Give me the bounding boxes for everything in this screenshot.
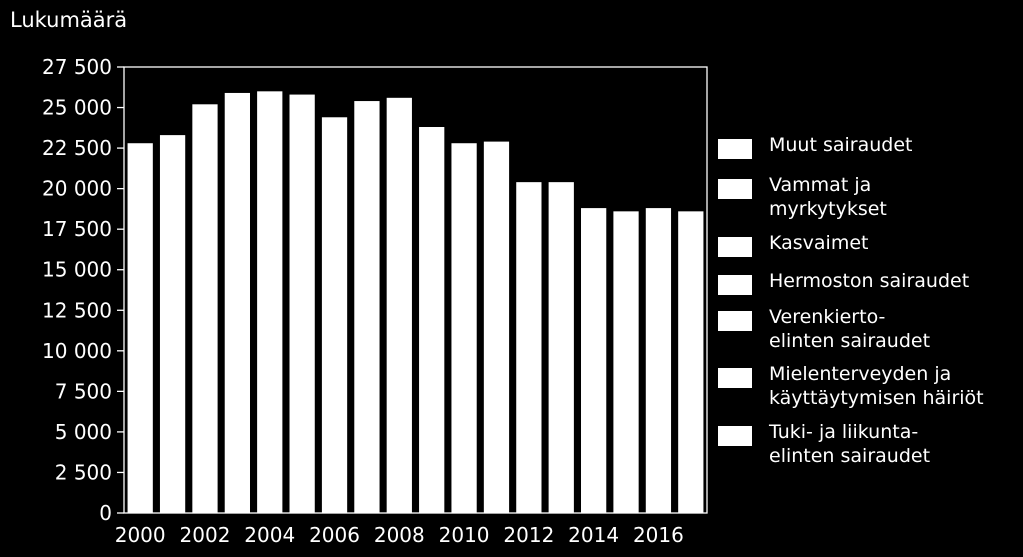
y-tick-label: 27 500 — [42, 55, 112, 79]
bar-2000 — [127, 143, 153, 513]
y-axis-title: Lukumäärä — [10, 8, 128, 32]
y-tick-label: 15 000 — [42, 258, 112, 282]
legend-swatch — [718, 275, 752, 295]
x-tick-label: 2004 — [244, 523, 295, 547]
y-tick-label: 2 500 — [55, 460, 112, 484]
x-tick-label: 2006 — [309, 523, 360, 547]
legend-label: Muut sairaudet — [769, 134, 913, 156]
bar-2017 — [678, 211, 704, 514]
bar-2002 — [192, 104, 218, 513]
legend-swatch — [718, 368, 752, 388]
legend-label: Hermoston sairaudet — [769, 270, 970, 292]
legend-swatch — [718, 179, 752, 199]
x-tick-label: 2000 — [115, 523, 166, 547]
y-tick-label: 17 500 — [42, 217, 112, 241]
y-tick-label: 12 500 — [42, 298, 112, 322]
plot-frame — [123, 66, 708, 514]
bar-2001 — [159, 135, 186, 513]
legend-item-hermosto: Hermoston sairaudet — [718, 269, 969, 295]
legend-label: Kasvaimet — [769, 232, 869, 254]
y-tick-label: 5 000 — [55, 420, 112, 444]
legend-item-muut: Muut sairaudet — [718, 133, 912, 159]
bar-2009 — [419, 127, 445, 514]
x-tick-label: 2008 — [374, 523, 425, 547]
legend-item-kasvaimet: Kasvaimet — [718, 231, 868, 257]
y-tick-label: 10 000 — [42, 339, 112, 363]
bar-2006 — [321, 117, 348, 513]
legend-swatch — [718, 237, 752, 257]
legend-swatch — [718, 426, 752, 446]
bar-2016 — [645, 208, 672, 513]
bar-2005 — [289, 94, 315, 513]
legend-label: Mielenterveyden ja käyttäytymisen häiriö… — [769, 363, 984, 409]
legend-swatch — [718, 139, 752, 159]
x-tick-label: 2010 — [439, 523, 490, 547]
legend-item-vammat: Vammat ja myrkytykset — [718, 173, 887, 221]
x-tick-label: 2002 — [180, 523, 231, 547]
y-tick-label: 0 — [99, 501, 112, 525]
legend-item-tuki-liikunta: Tuki- ja liikunta- elinten sairaudet — [718, 420, 930, 468]
bar-2004 — [257, 91, 283, 513]
bar-2014 — [581, 208, 607, 513]
bar-2010 — [451, 143, 477, 513]
legend-item-verenkierto: Verenkierto- elinten sairaudet — [718, 305, 930, 353]
legend-item-mielenterveys: Mielenterveyden ja käyttäytymisen häiriö… — [718, 362, 984, 410]
legend-label: Verenkierto- elinten sairaudet — [769, 306, 931, 352]
bar-2007 — [354, 101, 380, 514]
x-tick-label: 2014 — [568, 523, 619, 547]
legend-label: Vammat ja myrkytykset — [769, 174, 887, 220]
bar-2013 — [548, 182, 574, 513]
bar-2003 — [224, 92, 250, 513]
y-tick-label: 22 500 — [42, 136, 112, 160]
x-tick-label: 2012 — [503, 523, 554, 547]
y-tick-label: 20 000 — [42, 177, 112, 201]
bar-2008 — [386, 97, 412, 513]
legend-swatch — [718, 311, 752, 331]
x-tick-label: 2016 — [633, 523, 684, 547]
bar-2015 — [613, 211, 639, 514]
bar-2011 — [483, 141, 510, 513]
y-tick-label: 25 000 — [42, 96, 112, 120]
bar-2012 — [516, 182, 542, 513]
y-tick-label: 7 500 — [55, 379, 112, 403]
legend-label: Tuki- ja liikunta- elinten sairaudet — [769, 421, 931, 467]
